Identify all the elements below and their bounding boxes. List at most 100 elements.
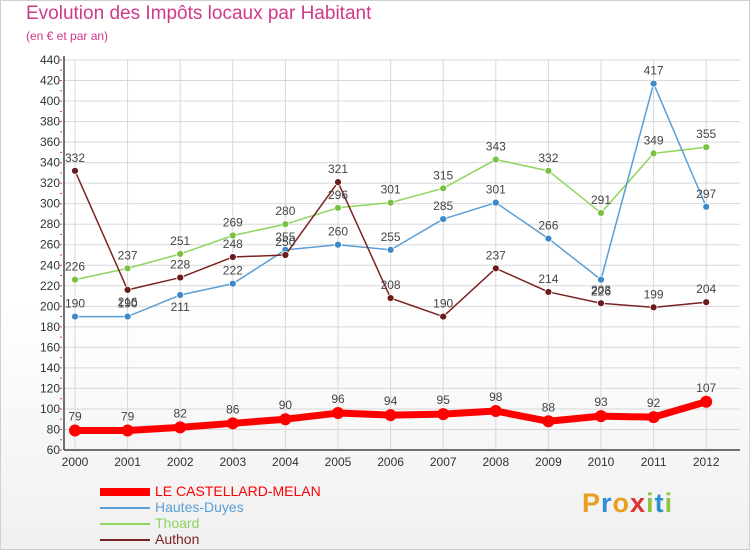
data-point-thoard: [176, 250, 185, 258]
data-label-hautes-duyes: 301: [486, 183, 506, 197]
data-label-thoard: 237: [118, 248, 138, 262]
data-label-authon: 248: [223, 237, 243, 251]
data-label-le-castellard-melan: 98: [489, 390, 503, 404]
data-label-le-castellard-melan: 79: [68, 410, 82, 424]
data-label-thoard: 269: [223, 216, 243, 230]
data-label-thoard: 301: [381, 183, 401, 197]
y-tick-label: 300: [40, 197, 60, 211]
data-label-authon: 214: [538, 272, 558, 286]
data-point-authon: [544, 288, 553, 296]
data-point-thoard: [491, 155, 500, 164]
data-point-le-castellard-melan: [595, 410, 607, 423]
data-label-le-castellard-melan: 88: [542, 400, 556, 414]
legend-swatch: [100, 539, 150, 541]
data-label-le-castellard-melan: 95: [437, 393, 451, 407]
y-tick-label: 180: [40, 320, 60, 334]
y-tick-label: 140: [40, 361, 60, 375]
data-point-le-castellard-melan: [437, 408, 450, 421]
data-label-le-castellard-melan: 92: [647, 396, 661, 410]
data-point-authon: [386, 294, 395, 303]
data-label-le-castellard-melan: 94: [384, 394, 398, 408]
data-point-le-castellard-melan: [226, 417, 239, 430]
legend-swatch: [100, 488, 150, 496]
y-tick-label: 420: [40, 74, 60, 88]
data-point-hautes-duyes: [228, 279, 237, 288]
data-point-le-castellard-melan: [489, 405, 502, 417]
data-point-thoard: [649, 149, 658, 158]
y-tick-label: 280: [40, 217, 60, 231]
y-tick-label: 120: [40, 381, 60, 395]
data-label-authon: 237: [486, 248, 506, 262]
data-label-thoard: 280: [275, 204, 295, 218]
data-label-le-castellard-melan: 82: [174, 406, 188, 420]
y-tick-label: 340: [40, 156, 60, 170]
data-label-authon: 203: [591, 283, 611, 297]
data-label-authon: 216: [118, 295, 138, 309]
data-point-authon: [649, 303, 658, 312]
data-label-authon: 228: [170, 258, 190, 272]
x-tick-label: 2003: [219, 455, 246, 469]
data-label-hautes-duyes: 417: [644, 64, 664, 78]
data-label-hautes-duyes: 226: [591, 285, 611, 299]
data-label-hautes-duyes: 260: [328, 225, 348, 239]
data-label-le-castellard-melan: 90: [279, 398, 293, 412]
data-point-authon: [71, 166, 79, 175]
data-point-hautes-duyes: [649, 79, 658, 88]
y-tick-label: 260: [40, 238, 60, 252]
chart-subtitle: (en € et par an): [26, 29, 109, 43]
data-point-hautes-duyes: [176, 291, 185, 299]
data-point-le-castellard-melan: [647, 411, 660, 424]
data-point-authon: [176, 273, 185, 282]
chart-title: Evolution des Impôts locaux par Habitant: [26, 3, 372, 24]
data-label-hautes-duyes: 255: [381, 230, 401, 244]
data-point-thoard: [386, 198, 395, 207]
x-tick-label: 2008: [482, 455, 509, 469]
data-label-le-castellard-melan: 79: [121, 410, 135, 424]
data-point-thoard: [439, 184, 448, 193]
data-point-le-castellard-melan: [121, 424, 134, 437]
legend-label: Hautes-Duyes: [155, 499, 244, 515]
data-point-thoard: [702, 143, 711, 152]
x-tick-label: 2000: [62, 455, 89, 469]
y-tick-label: 240: [40, 258, 60, 272]
data-label-le-castellard-melan: 86: [226, 402, 240, 416]
data-point-thoard: [281, 220, 290, 229]
y-tick-label: 80: [47, 422, 61, 436]
x-tick-label: 2004: [272, 455, 299, 469]
data-label-thoard: 343: [486, 140, 506, 154]
x-tick-label: 2011: [641, 455, 667, 469]
legend-label: LE CASTELLARD-MELAN: [155, 483, 321, 499]
data-point-thoard: [597, 209, 605, 217]
x-tick-label: 2009: [535, 455, 562, 469]
legend-label: Authon: [155, 531, 200, 547]
data-point-hautes-duyes: [544, 234, 553, 243]
x-tick-label: 2006: [377, 455, 404, 469]
data-point-hautes-duyes: [123, 312, 132, 321]
data-point-hautes-duyes: [439, 215, 448, 223]
legend-item-le-castellard-melan: LE CASTELLARD-MELAN: [100, 483, 360, 500]
data-label-thoard: 251: [170, 234, 190, 248]
x-tick-label: 2010: [588, 455, 615, 469]
data-label-authon: 332: [65, 151, 85, 165]
legend-swatch: [100, 523, 150, 525]
data-point-le-castellard-melan: [69, 424, 81, 437]
data-label-authon: 321: [328, 162, 348, 176]
proxiti-logo: Proxiti: [582, 488, 674, 518]
data-label-thoard: 315: [433, 168, 453, 182]
data-point-thoard: [544, 166, 553, 175]
data-point-hautes-duyes: [597, 275, 605, 284]
y-tick-label: 60: [47, 443, 61, 457]
data-point-authon: [281, 251, 290, 259]
data-label-thoard: 349: [644, 133, 664, 147]
y-tick-label: 200: [40, 299, 60, 313]
data-label-le-castellard-melan: 93: [594, 395, 608, 409]
y-tick-label: 160: [40, 340, 60, 354]
x-tick-label: 2007: [430, 455, 457, 469]
x-tick-label: 2012: [693, 455, 720, 469]
data-label-authon: 250: [275, 235, 295, 249]
x-tick-label: 2005: [325, 455, 352, 469]
x-tick-label: 2001: [114, 455, 141, 469]
data-label-hautes-duyes: 190: [118, 297, 138, 311]
